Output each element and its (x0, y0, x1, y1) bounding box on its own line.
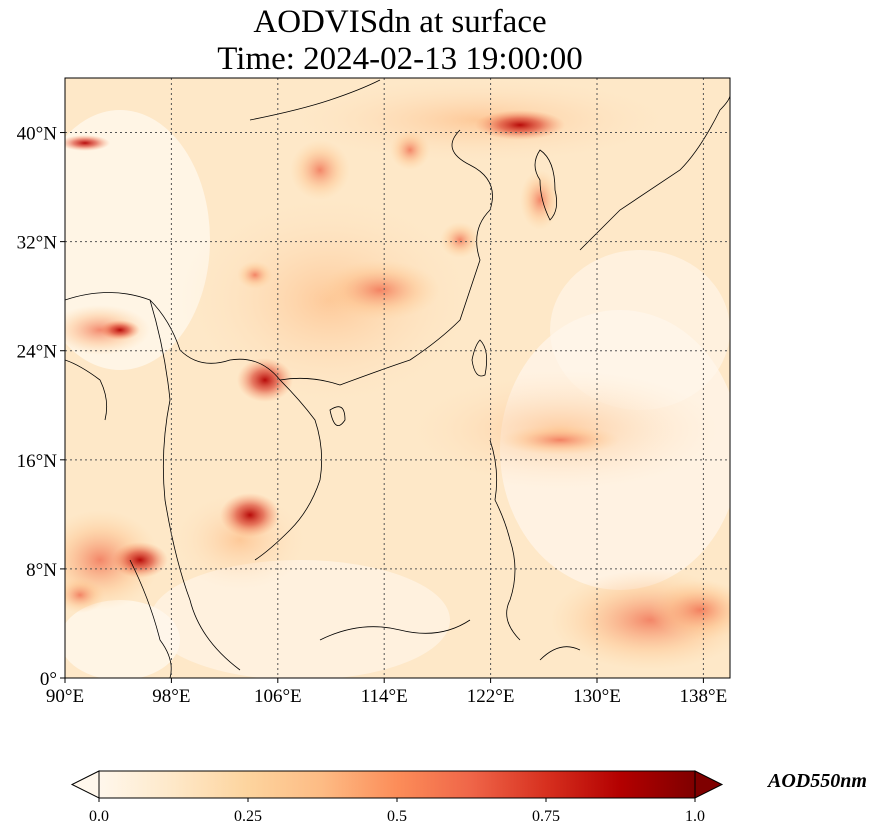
lon-tick-label: 114°E (361, 686, 408, 707)
map-frame (64, 77, 731, 679)
map-title: AODVISdn at surface (253, 4, 547, 40)
aod-field (65, 78, 730, 678)
coastlines (65, 79, 730, 678)
lat-tick-label: 0° (40, 669, 57, 690)
lon-axis: 90°E 98°E 106°E 114°E 122°E 130°E 138°E (46, 678, 727, 707)
map-time: Time: 2024-02-13 19:00:00 (217, 41, 583, 77)
lon-tick-label: 106°E (254, 686, 302, 707)
colorbar-tick-label: 1.0 (685, 808, 705, 825)
colorbar-bar (98, 770, 696, 799)
colorbar-tick-label: 0.75 (532, 808, 560, 825)
colorbar-tick-label: 0.5 (387, 808, 407, 825)
lon-tick-label: 130°E (573, 686, 621, 707)
lat-tick-label: 8°N (26, 560, 57, 581)
lat-tick-label: 40°N (17, 124, 58, 145)
colorbar-tick-label: 0.0 (89, 808, 109, 825)
lat-tick-label: 16°N (17, 451, 58, 472)
lon-tick-label: 98°E (152, 686, 190, 707)
lon-tick-label: 138°E (680, 686, 728, 707)
colorbar-label: AOD550nm (768, 770, 867, 792)
lat-axis: 0° 8°N 16°N 24°N 32°N 40°N (17, 124, 65, 690)
colorbar: 0.0 0.25 0.5 0.75 1.0 (70, 770, 724, 825)
lat-tick-label: 32°N (17, 233, 58, 254)
colorbar-extend-max (694, 770, 724, 799)
lon-tick-label: 90°E (46, 686, 84, 707)
colorbar-ticks: 0.0 0.25 0.5 0.75 1.0 (89, 798, 705, 825)
colorbar-tick-label: 0.25 (234, 808, 262, 825)
gridlines (65, 78, 730, 678)
lon-tick-label: 122°E (467, 686, 515, 707)
colorbar-extend-min (70, 770, 100, 799)
lat-tick-label: 24°N (17, 342, 58, 363)
